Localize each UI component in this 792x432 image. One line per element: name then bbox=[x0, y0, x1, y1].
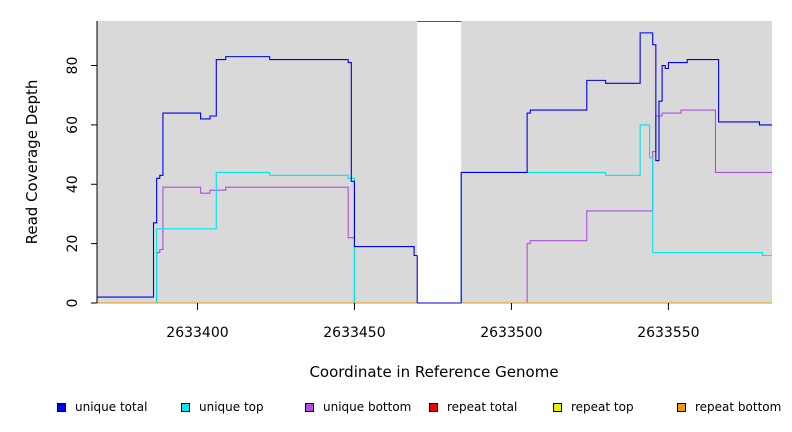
legend-swatch bbox=[57, 402, 66, 412]
y-tick-label: 60 bbox=[65, 116, 81, 134]
legend-item-unique-bottom: unique bottom bbox=[305, 400, 411, 414]
legend-label: unique total bbox=[75, 400, 148, 414]
y-axis-title: Read Coverage Depth bbox=[23, 80, 41, 245]
gap-region bbox=[417, 21, 462, 303]
y-tick-label: 0 bbox=[65, 299, 81, 308]
legend-item-repeat-bottom: repeat bottom bbox=[677, 400, 781, 414]
series-unique-total bbox=[97, 56, 418, 298]
legend: unique total unique top unique bottom repea… bbox=[0, 400, 792, 420]
series-layer bbox=[97, 32, 772, 304]
coverage-chart: 0 20 40 60 80 2633400 2633450 2633500 2633550 Co… bbox=[23, 21, 772, 381]
x-tick-label: 2633500 bbox=[480, 325, 542, 341]
legend-swatch bbox=[553, 402, 562, 412]
legend-swatch bbox=[677, 402, 686, 412]
axes-layer: 0 20 40 60 80 2633400 2633450 2633500 2633550 bbox=[65, 21, 700, 341]
legend-item-unique-total: unique total bbox=[57, 400, 147, 414]
legend-swatch bbox=[181, 402, 190, 412]
legend-label: repeat total bbox=[447, 400, 518, 414]
legend-swatch bbox=[429, 402, 438, 412]
plot-area bbox=[97, 21, 772, 303]
legend-item-unique-top: unique top bbox=[181, 400, 264, 414]
y-tick-label: 40 bbox=[65, 175, 81, 193]
x-tick-label: 2633550 bbox=[637, 325, 699, 341]
legend-label: repeat bottom bbox=[695, 400, 782, 414]
y-tick-label: 80 bbox=[65, 57, 81, 75]
legend-swatch bbox=[305, 402, 314, 412]
legend-item-repeat-total: repeat total bbox=[429, 400, 517, 414]
series-unique-total-right bbox=[461, 32, 772, 173]
x-tick-label: 2633450 bbox=[323, 325, 385, 341]
legend-label: unique top bbox=[199, 400, 264, 414]
legend-label: repeat top bbox=[571, 400, 634, 414]
x-axis-title: Coordinate in Reference Genome bbox=[309, 363, 558, 381]
x-tick-label: 2633400 bbox=[166, 325, 228, 341]
legend-label: unique bottom bbox=[323, 400, 412, 414]
y-tick-label: 20 bbox=[65, 235, 81, 253]
legend-item-repeat-top: repeat top bbox=[553, 400, 634, 414]
